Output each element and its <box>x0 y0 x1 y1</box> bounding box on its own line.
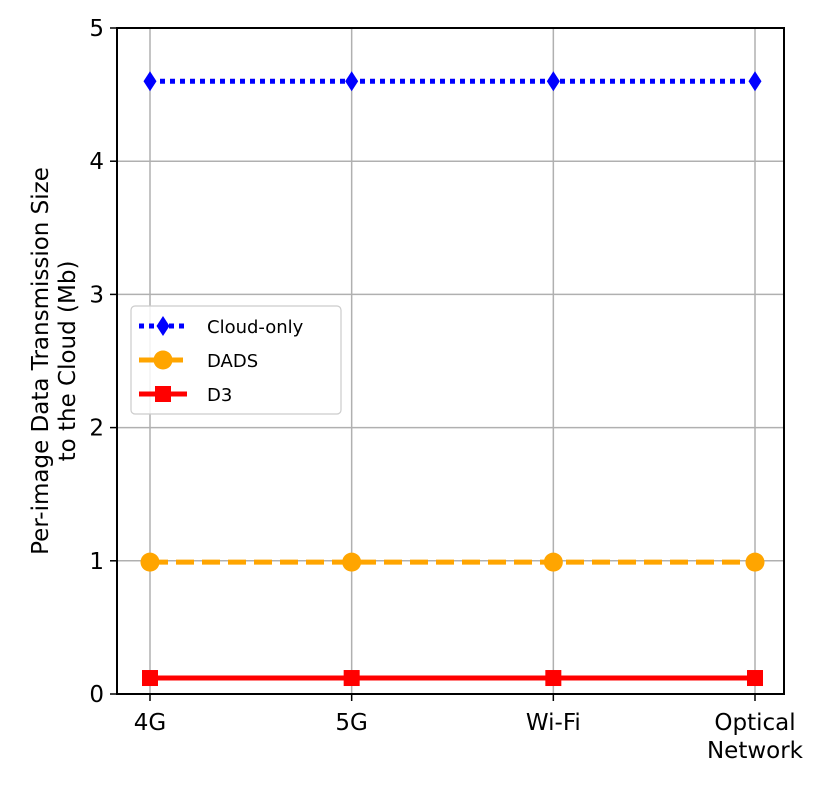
data-point-cloud-only <box>546 71 560 92</box>
y-tick-label: 2 <box>89 416 104 442</box>
data-point-dads <box>745 552 765 572</box>
data-point-cloud-only <box>748 71 762 92</box>
y-axis-title-line: Per-image Data Transmission Size <box>28 167 54 555</box>
legend-swatch-marker <box>156 316 170 336</box>
data-point-d3 <box>142 670 158 687</box>
data-point-d3 <box>545 670 562 687</box>
y-axis-title-line: to the Cloud (Mb) <box>55 261 81 462</box>
x-tick-label: Optical Network <box>707 710 804 764</box>
x-tick-label-line: Optical <box>714 710 795 736</box>
legend-label: Cloud-only <box>207 317 304 338</box>
data-point-cloud-only <box>143 71 157 92</box>
legend-swatch-marker <box>153 350 173 370</box>
y-tick-label: 5 <box>89 16 104 42</box>
data-point-cloud-only <box>345 71 359 92</box>
x-tick-label-line: 4G <box>134 710 166 736</box>
legend-swatch-marker <box>155 386 171 402</box>
x-tick-label: Wi-Fi <box>526 710 581 736</box>
series-dads <box>140 552 765 572</box>
data-point-dads <box>342 552 362 572</box>
legend-item-dads: DADS <box>139 350 258 372</box>
legend: Cloud-only DADS D3 <box>130 305 342 415</box>
y-axis-title: Per-image Data Transmission Sizeto the C… <box>28 167 81 555</box>
x-tick-label: 5G <box>335 710 367 736</box>
legend-item-d3: D3 <box>139 385 232 406</box>
y-tick-label: 3 <box>89 282 104 308</box>
x-tick-label-line: Wi-Fi <box>526 710 581 736</box>
y-tick-label: 4 <box>89 149 104 175</box>
plot-frame <box>116 27 785 695</box>
series-d3 <box>142 670 763 687</box>
data-point-dads <box>140 552 160 572</box>
legend-label: D3 <box>207 385 232 406</box>
x-tick-label: 4G <box>134 710 166 736</box>
y-tick-label: 1 <box>89 549 104 575</box>
axes: 0 1 2 3 4 5 4G 5G Wi-Fi Optical Network <box>89 16 803 764</box>
data-point-dads <box>543 552 563 572</box>
legend-box <box>130 305 342 415</box>
x-tick-label-line: Network <box>707 738 804 764</box>
legend-item-cloud-only: Cloud-only <box>139 316 304 338</box>
legend-label: DADS <box>207 351 258 372</box>
data-point-d3 <box>747 670 763 687</box>
x-tick-label-line: 5G <box>335 710 367 736</box>
series-layer <box>140 71 765 687</box>
series-cloud-only <box>143 71 762 92</box>
y-axis-label: Per-image Data Transmission Sizeto the C… <box>28 167 81 555</box>
y-tick-label: 0 <box>89 682 104 708</box>
data-point-d3 <box>343 670 360 687</box>
